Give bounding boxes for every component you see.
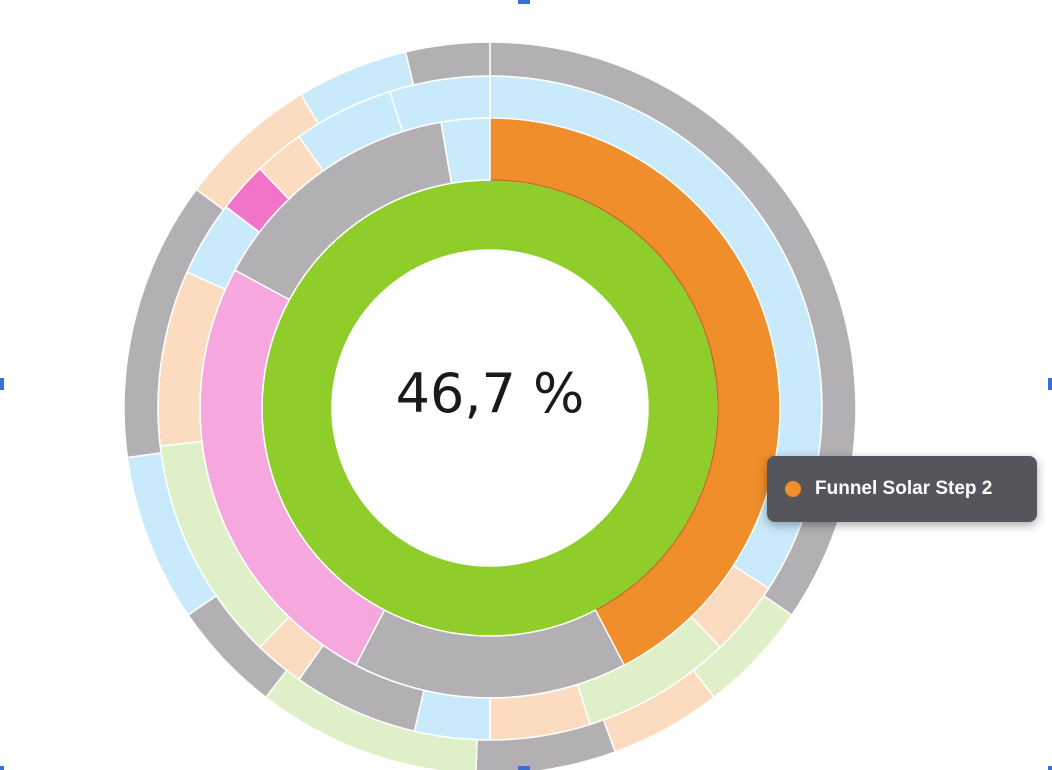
resize-handle-bottom-right[interactable] — [1048, 766, 1052, 770]
resize-handle-bottom-left[interactable] — [0, 766, 4, 770]
ring-4-segment-10[interactable] — [404, 41, 491, 86]
center-value: 46,7 % — [395, 362, 585, 425]
resize-handle-top[interactable] — [518, 0, 530, 4]
center-hole — [332, 250, 648, 566]
resize-handle-bottom[interactable] — [518, 766, 530, 770]
resize-handle-right[interactable] — [1048, 378, 1052, 390]
tooltip-label: Funnel Solar Step 2 — [815, 478, 993, 499]
series-color-dot — [785, 481, 801, 497]
chart-rings — [123, 41, 857, 770]
resize-handle-left[interactable] — [0, 378, 4, 390]
ring-3-segment-4[interactable] — [413, 689, 491, 741]
chart-tooltip: Funnel Solar Step 2 — [767, 456, 1037, 522]
